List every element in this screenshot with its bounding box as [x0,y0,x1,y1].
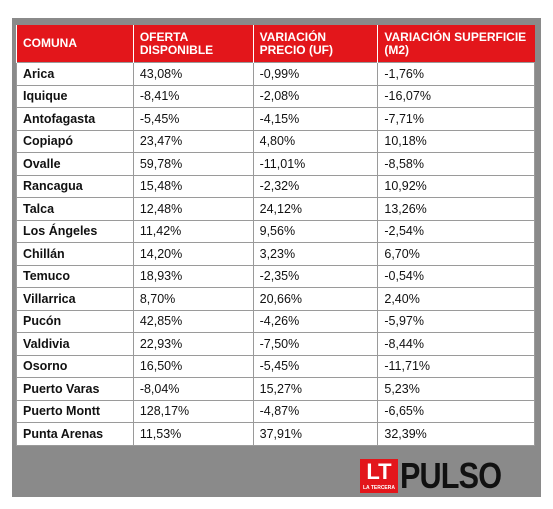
value-cell: -0,54% [377,264,535,288]
value-cell: 24,12% [252,197,379,221]
value-cell: -4,87% [252,399,379,423]
commune-cell: Valdivia [16,332,134,356]
table-row: Valdivia 22,93% -7,50% -8,44% [16,332,535,356]
table-row: Rancagua 15,48% -2,32% 10,92% [16,174,535,198]
value-cell: 22,93% [132,332,254,356]
header-cell: VARIACIÓN PRECIO (UF) [252,25,378,63]
value-cell: 10,92% [377,174,535,198]
value-cell: -8,04% [132,377,254,401]
logo: LT LA TERCERA PULSO [359,455,519,497]
value-cell: 15,48% [132,174,254,198]
table-row: Punta Arenas 11,53% 37,91% 32,39% [16,422,535,446]
header-row: COMUNA OFERTA DISPONIBLE VARIACIÓN PRECIO … [16,25,535,63]
commune-cell: Temuco [16,264,134,288]
value-cell: 2,40% [377,287,535,311]
table-row: Ovalle 59,78% -11,01% -8,58% [16,152,535,176]
value-cell: 13,26% [377,197,535,221]
commune-cell: Puerto Varas [16,377,134,401]
value-cell: -5,45% [252,354,379,378]
value-cell: -2,08% [252,84,379,108]
value-cell: -2,35% [252,264,379,288]
commune-cell: Iquique [16,84,134,108]
value-cell: 9,56% [252,219,379,243]
commune-cell: Copiapó [16,129,134,153]
value-cell: -7,71% [377,107,535,131]
commune-cell: Osorno [16,354,134,378]
frame: COMUNA OFERTA DISPONIBLE VARIACIÓN PRECIO … [12,18,541,497]
value-cell: 23,47% [132,129,254,153]
value-cell: 6,70% [377,242,535,266]
table-row: Arica 43,08% -0,99% -1,76% [16,62,535,86]
logo-mark-text: LT [366,459,392,484]
value-cell: 14,20% [132,242,254,266]
commune-cell: Los Ángeles [16,219,134,243]
commune-cell: Talca [16,197,134,221]
commune-cell: Rancagua [16,174,134,198]
value-cell: 128,17% [132,399,254,423]
table-row: Puerto Montt 128,17% -4,87% -6,65% [16,399,535,423]
value-cell: -4,15% [252,107,379,131]
table-row: Iquique -8,41% -2,08% -16,07% [16,84,535,108]
commune-cell: Arica [16,62,134,86]
value-cell: -2,54% [377,219,535,243]
table-body: Arica 43,08% -0,99% -1,76% Iquique -8,41% -2,0… [16,62,535,446]
table-row: Osorno 16,50% -5,45% -11,71% [16,354,535,378]
table-row: Talca 12,48% 24,12% 13,26% [16,197,535,221]
table-row: Copiapó 23,47% 4,80% 10,18% [16,129,535,153]
table-row: Chillán 14,20% 3,23% 6,70% [16,242,535,266]
value-cell: 32,39% [377,422,535,446]
value-cell: 59,78% [132,152,254,176]
value-cell: -16,07% [377,84,535,108]
value-cell: -8,41% [132,84,254,108]
value-cell: -11,01% [252,152,379,176]
value-cell: -5,97% [377,309,535,333]
value-cell: -2,32% [252,174,379,198]
value-cell: -8,44% [377,332,535,356]
value-cell: 3,23% [252,242,379,266]
value-cell: -0,99% [252,62,379,86]
table-row: Pucón 42,85% -4,26% -5,97% [16,309,535,333]
value-cell: 37,91% [252,422,379,446]
value-cell: 43,08% [132,62,254,86]
value-cell: 12,48% [132,197,254,221]
table-row: Temuco 18,93% -2,35% -0,54% [16,264,535,288]
commune-cell: Antofagasta [16,107,134,131]
logo-caption: LA TERCERA [362,485,395,491]
value-cell: -5,45% [132,107,254,131]
value-cell: -7,50% [252,332,379,356]
commune-cell: Punta Arenas [16,422,134,446]
value-cell: 5,23% [377,377,535,401]
table-row: Villarrica 8,70% 20,66% 2,40% [16,287,535,311]
value-cell: 4,80% [252,129,379,153]
logo-name: PULSO [399,455,502,496]
value-cell: 20,66% [252,287,379,311]
header-cell: VARIACIÓN SUPERFICIE (M2) [377,25,535,63]
value-cell: -11,71% [377,354,535,378]
value-cell: 11,53% [132,422,254,446]
data-table: COMUNA OFERTA DISPONIBLE VARIACIÓN PRECIO … [16,25,535,446]
table-row: Los Ángeles 11,42% 9,56% -2,54% [16,219,535,243]
value-cell: -4,26% [252,309,379,333]
header-cell: COMUNA [16,25,134,63]
value-cell: -6,65% [377,399,535,423]
value-cell: -1,76% [377,62,535,86]
value-cell: 18,93% [132,264,254,288]
value-cell: 16,50% [132,354,254,378]
value-cell: -8,58% [377,152,535,176]
table-row: Puerto Varas -8,04% 15,27% 5,23% [16,377,535,401]
table-row: Antofagasta -5,45% -4,15% -7,71% [16,107,535,131]
header-cell: OFERTA DISPONIBLE [132,25,254,63]
value-cell: 15,27% [252,377,379,401]
logo-mark: LT LA TERCERA [359,459,398,493]
commune-cell: Puerto Montt [16,399,134,423]
commune-cell: Pucón [16,309,134,333]
value-cell: 11,42% [132,219,254,243]
commune-cell: Villarrica [16,287,134,311]
commune-cell: Ovalle [16,152,134,176]
commune-cell: Chillán [16,242,134,266]
value-cell: 10,18% [377,129,535,153]
value-cell: 42,85% [132,309,254,333]
value-cell: 8,70% [132,287,254,311]
